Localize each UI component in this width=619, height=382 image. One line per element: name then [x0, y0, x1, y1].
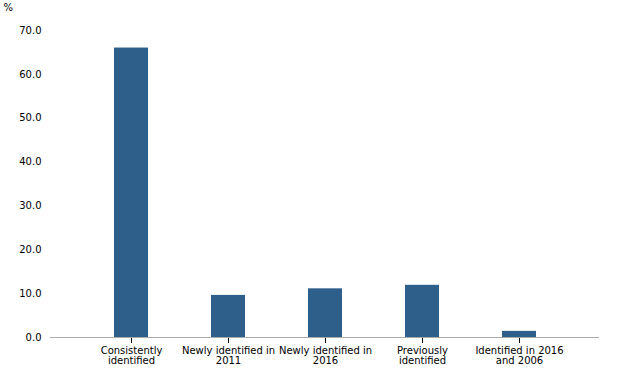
svg-text:60.0: 60.0 — [19, 69, 41, 80]
svg-text:70.0: 70.0 — [19, 25, 41, 36]
svg-text:Newly identified in2016: Newly identified in2016 — [279, 345, 372, 366]
svg-text:Previouslyidentified: Previouslyidentified — [397, 345, 448, 366]
svg-text:40.0: 40.0 — [19, 156, 41, 167]
svg-text:Newly identified in2011: Newly identified in2011 — [182, 345, 275, 366]
svg-text:20.0: 20.0 — [19, 244, 41, 255]
svg-text:%: % — [4, 2, 14, 13]
svg-text:Identified in 2016and 2006: Identified in 2016and 2006 — [475, 345, 563, 366]
svg-text:50.0: 50.0 — [19, 112, 41, 123]
svg-text:0.0: 0.0 — [26, 332, 42, 343]
svg-text:30.0: 30.0 — [19, 200, 41, 211]
svg-text:Consistentlyidentified: Consistentlyidentified — [101, 345, 163, 366]
svg-text:10.0: 10.0 — [19, 288, 41, 299]
